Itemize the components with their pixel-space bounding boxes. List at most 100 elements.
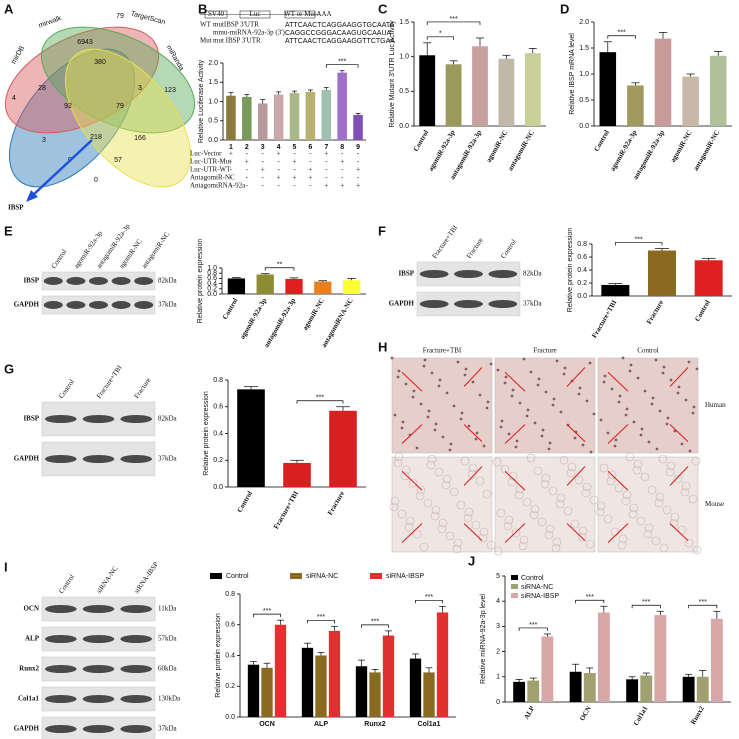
tissue-cell — [397, 509, 407, 519]
sequence-label: WT — [200, 21, 212, 29]
tissue-cell — [588, 361, 592, 365]
tissue-cell — [396, 375, 400, 379]
blot-row-label: GAPDH — [14, 725, 40, 733]
tissue-cell — [468, 463, 478, 473]
bar — [314, 281, 332, 294]
tissue-cell — [537, 517, 547, 527]
tissue-cell — [665, 422, 669, 426]
x-tick-label: OCN — [259, 721, 275, 728]
blot-band — [82, 725, 115, 733]
tissue-cell — [643, 529, 653, 539]
significance-bracket — [518, 627, 548, 631]
y-tick-label: 0.4 — [207, 280, 217, 287]
bar — [237, 389, 265, 487]
bar — [654, 38, 672, 126]
tissue-cell — [510, 394, 514, 398]
treatment-mark: + — [229, 150, 233, 158]
significance-label: *** — [699, 599, 707, 606]
venn-set — [8, 48, 136, 188]
bar — [315, 655, 327, 717]
tissue-cell — [552, 397, 556, 401]
blot-size-label: 37kDa — [158, 301, 178, 309]
treatment-mark: - — [341, 150, 344, 158]
bar — [527, 680, 540, 702]
significance-label: *** — [317, 614, 325, 621]
venn-target: IBSP — [8, 204, 24, 212]
blot-band — [82, 635, 115, 643]
construct-label: WT or Mut — [284, 10, 316, 18]
venn-count: 28 — [38, 85, 46, 92]
tissue-cell — [639, 433, 643, 437]
tissue-cell — [452, 544, 462, 554]
blot-band — [45, 455, 77, 463]
tissue-cell — [496, 368, 500, 372]
blot-band — [120, 665, 152, 673]
bar — [353, 114, 363, 140]
tissue-cell — [504, 515, 514, 525]
tissue-cell — [416, 485, 426, 495]
panel-letter: G — [4, 361, 14, 376]
y-tick-label: 0.2 — [577, 280, 587, 287]
tissue-cell — [456, 500, 466, 510]
tissue-cell — [606, 431, 610, 435]
blot-band — [134, 277, 154, 285]
y-tick-label: 0.8 — [207, 270, 217, 277]
significance-bracket — [426, 36, 454, 40]
tissue-cell — [463, 373, 467, 377]
tissue-cell — [437, 384, 441, 388]
blot-band — [488, 300, 518, 308]
tissue-cell — [666, 416, 670, 420]
y-tick-label: 0.2 — [213, 457, 223, 464]
bar — [445, 64, 462, 126]
tissue-cell — [474, 437, 478, 441]
tissue-cell — [452, 404, 456, 408]
tissue-cell — [692, 545, 702, 555]
significance-label: *** — [316, 395, 324, 402]
y-tick-label: 1.5 — [208, 79, 218, 86]
legend-label: Control — [521, 575, 544, 582]
tissue-cell — [478, 393, 482, 397]
tissue-cell — [559, 455, 569, 465]
sequence-name: mmu-miRNA-92a-3p (3') — [213, 29, 286, 37]
indicator-arrow — [463, 424, 483, 442]
tissue-cell — [665, 467, 675, 477]
tissue-cell — [415, 446, 419, 450]
blot-band — [45, 695, 77, 703]
treatment-name: Luc-Vector — [190, 150, 222, 158]
bar — [257, 103, 268, 140]
significance-bracket — [264, 267, 295, 271]
tissue-cell — [622, 490, 632, 500]
y-tick-label: 0.4 — [577, 267, 587, 274]
tissue-cell — [643, 389, 647, 393]
tissue-cell — [666, 461, 676, 471]
significance-label: *** — [371, 619, 379, 626]
treatment-mark: - — [357, 174, 360, 182]
treatment-mark: + — [293, 158, 297, 166]
venn-count: 3 — [138, 85, 142, 92]
tissue-cell — [437, 524, 447, 534]
tissue-cell — [599, 463, 609, 473]
blot-band — [120, 695, 152, 703]
panel-letter: I — [4, 559, 8, 574]
tissue-cell — [427, 409, 431, 413]
tissue-cell — [445, 531, 455, 541]
treatment-mark: + — [324, 182, 328, 190]
tissue-cell — [423, 358, 427, 362]
y-tick-label: 2.0 — [208, 60, 218, 67]
y-tick-label: 0.2 — [225, 683, 235, 690]
indicator-arrow — [607, 424, 629, 444]
legend-swatch — [511, 593, 518, 598]
tissue-cell — [504, 375, 508, 379]
tissue-cell — [680, 442, 684, 446]
blot-size-label: 82kDa — [523, 270, 543, 278]
venn-count: 380 — [94, 59, 106, 66]
tissue-cell — [562, 372, 566, 376]
blot-band — [488, 270, 518, 278]
blot-row-label: IBSP — [23, 277, 39, 285]
bar — [409, 658, 422, 717]
panel-letter: D — [560, 1, 569, 16]
tissue-cell — [529, 510, 539, 520]
significance-bracket — [575, 599, 605, 604]
tissue-cell — [393, 413, 397, 417]
tissue-cell — [496, 508, 506, 518]
